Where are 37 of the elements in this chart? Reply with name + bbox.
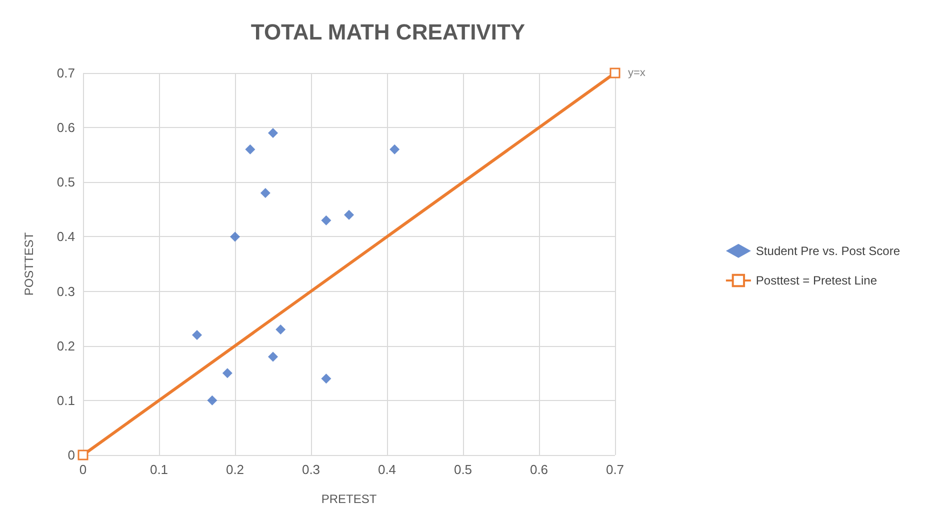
y-tick-label: 0.3 xyxy=(56,284,75,299)
x-tick-label: 0.2 xyxy=(226,462,244,477)
y-tick-label: 0 xyxy=(68,448,75,462)
y-tick-label: 0.5 xyxy=(56,174,75,190)
point xyxy=(268,352,278,362)
legend-label: Posttest = Pretest Line xyxy=(756,274,878,288)
point xyxy=(321,215,332,226)
x-tick-label: 0 xyxy=(79,462,87,477)
legend-label: Student Pre vs. Post Score xyxy=(756,244,900,258)
y-tick-label: 0.4 xyxy=(56,229,75,244)
y-tick-label: 0.1 xyxy=(56,392,75,408)
x-tick-label: 0.3 xyxy=(302,462,320,477)
chart-title: TOTAL MATH CREATIVITY xyxy=(250,20,526,44)
y-tick-label: 0.6 xyxy=(56,120,75,136)
y-tick-label: 0.2 xyxy=(56,338,75,354)
x-tick-label: 0.6 xyxy=(530,462,548,477)
point xyxy=(344,210,354,220)
x-tick-label: 0.1 xyxy=(150,462,168,477)
x-axis-title: PRETEST xyxy=(321,492,378,506)
point xyxy=(260,188,270,198)
annotation: y=x xyxy=(628,67,646,79)
point xyxy=(390,144,400,154)
point xyxy=(230,232,240,242)
point xyxy=(245,144,256,154)
x-tick-label: 0.7 xyxy=(606,462,624,477)
y-axis-title: POSTTEST xyxy=(22,232,36,296)
point xyxy=(192,330,202,340)
x-tick-label: 0.4 xyxy=(378,462,396,477)
point xyxy=(276,324,286,334)
point xyxy=(610,68,620,78)
point xyxy=(222,368,232,378)
x-tick-label: 0.5 xyxy=(454,462,472,477)
point xyxy=(321,374,332,384)
y-tick-label: 0.7 xyxy=(56,66,75,80)
point xyxy=(78,450,88,460)
point xyxy=(268,128,278,138)
point xyxy=(207,395,218,406)
